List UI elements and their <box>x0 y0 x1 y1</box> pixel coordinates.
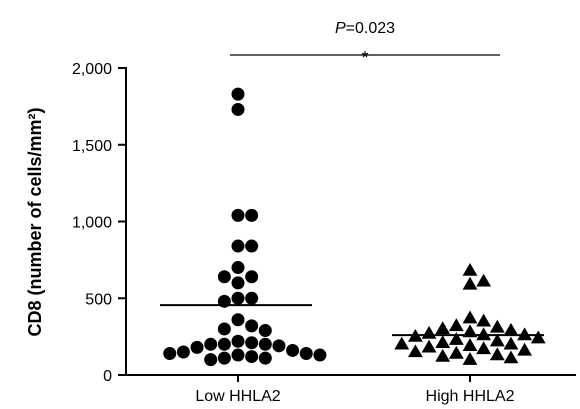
data-point-circle <box>299 347 313 361</box>
data-point-circle <box>245 239 259 253</box>
data-point-triangle <box>476 341 492 355</box>
data-point-circle <box>231 208 245 222</box>
data-point-circle <box>245 350 259 364</box>
data-point-triangle <box>503 350 519 364</box>
data-point-circle <box>204 337 218 351</box>
data-point-circle <box>258 351 272 365</box>
data-point-circle <box>190 340 204 354</box>
data-point-circle <box>245 291 259 305</box>
x-tick-label: Low HHLA2 <box>195 388 280 405</box>
data-point-triangle <box>489 319 505 333</box>
p-value-prefix: P <box>335 20 346 37</box>
data-point-circle <box>231 334 245 348</box>
data-point-triangle <box>435 321 451 335</box>
significance-annotation: P=0.023 * <box>230 20 500 68</box>
data-point-triangle <box>435 335 451 348</box>
data-point-triangle <box>462 351 478 365</box>
data-point-circle <box>245 319 259 333</box>
data-point-circle <box>163 347 177 361</box>
data-point-circle <box>231 348 245 362</box>
x-tick-label: High HHLA2 <box>426 388 515 405</box>
data-point-triangle <box>448 318 464 332</box>
data-point-triangle <box>476 327 492 341</box>
data-point-circle <box>245 208 259 222</box>
y-tick-label: 1,000 <box>72 215 112 232</box>
data-point-circle <box>176 345 190 359</box>
data-point-circle <box>245 270 259 284</box>
data-point-circle <box>204 353 218 367</box>
data-point-triangle <box>489 333 505 347</box>
data-point-circle <box>286 343 300 357</box>
data-point-triangle <box>462 310 478 324</box>
data-point-circle <box>217 337 231 351</box>
data-point-triangle <box>448 345 464 359</box>
data-point-circle <box>231 276 245 290</box>
significance-star: * <box>361 48 368 68</box>
data-point-circle <box>231 102 245 116</box>
data-point-triangle <box>421 339 437 353</box>
data-point-triangle <box>448 332 464 345</box>
data-point-circle <box>217 351 231 365</box>
data-point-circle <box>231 291 245 305</box>
p-value-label: P=0.023 <box>335 20 395 37</box>
data-point-triangle <box>435 348 451 362</box>
data-point-triangle <box>462 338 478 352</box>
data-point-circle <box>272 339 286 353</box>
data-point-triangle <box>421 325 437 339</box>
data-point-circle <box>217 270 231 284</box>
data-point-circle <box>313 348 327 362</box>
data-point-triangle <box>476 273 492 287</box>
y-tick-label: 2,000 <box>72 61 112 78</box>
data-point-circle <box>217 322 231 336</box>
data-point-triangle <box>517 327 533 341</box>
data-point-triangle <box>462 324 478 338</box>
data-point-circle <box>258 337 272 351</box>
x-categories: Low HHLA2 High HHLA2 <box>195 375 515 405</box>
data-point-triangle <box>462 276 478 290</box>
data-point-triangle <box>503 336 519 350</box>
data-point-triangle <box>489 347 505 361</box>
y-axis-label: CD8 (number of cells/mm²) <box>25 107 45 336</box>
data-point-circle <box>245 336 259 350</box>
p-value: =0.023 <box>346 20 395 37</box>
data-point-triangle <box>517 342 533 356</box>
data-point-triangle <box>530 330 546 344</box>
data-point-circle <box>231 239 245 253</box>
data-point-triangle <box>462 262 478 276</box>
mean-lines <box>160 304 544 337</box>
y-ticks: 0 500 1,000 1,500 2,000 <box>72 61 126 385</box>
data-point-triangle <box>394 336 410 350</box>
y-tick-label: 1,500 <box>72 138 112 155</box>
data-point-circle <box>231 313 245 327</box>
data-point-triangle <box>407 344 423 358</box>
y-tick-label: 500 <box>85 291 112 308</box>
data-point-triangle <box>476 313 492 327</box>
data-marks <box>163 87 546 367</box>
data-point-circle <box>258 323 272 337</box>
data-point-circle <box>231 87 245 101</box>
y-tick-label: 0 <box>103 368 112 385</box>
data-point-circle <box>231 261 245 275</box>
data-point-triangle <box>503 322 519 336</box>
